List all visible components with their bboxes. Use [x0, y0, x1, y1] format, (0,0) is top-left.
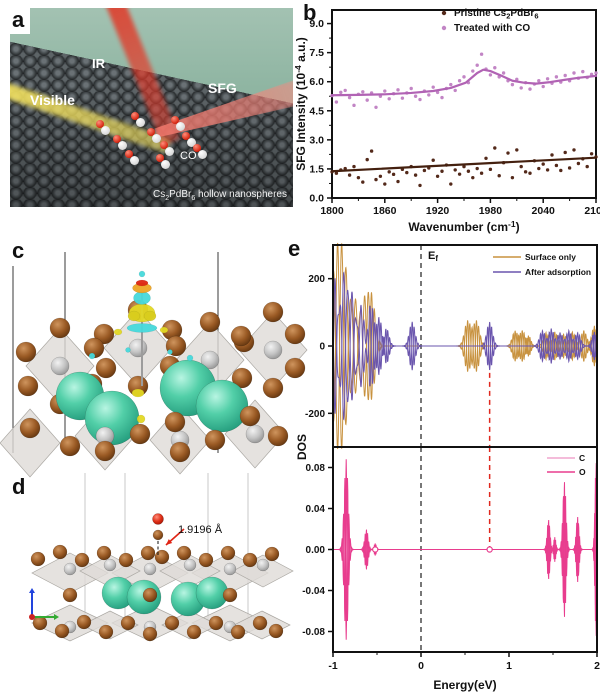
svg-text:SFG Intensity (10-4 a.u.): SFG Intensity (10-4 a.u.) [293, 37, 308, 171]
svg-text:2: 2 [594, 660, 600, 672]
svg-text:Treated with CO: Treated with CO [454, 23, 530, 34]
svg-text:-1: -1 [328, 660, 337, 672]
svg-text:0: 0 [418, 660, 424, 672]
caption-cs: Cs [152, 189, 166, 200]
carbon-atom [165, 147, 174, 156]
svg-text:0.00: 0.00 [306, 545, 326, 556]
svg-text:-0.08: -0.08 [302, 627, 325, 638]
svg-text:Wavenumber (cm-1): Wavenumber (cm-1) [408, 219, 519, 234]
oxygen-atom [125, 150, 133, 158]
carbon-atom [130, 156, 139, 165]
dos-chart: Ef 200 0 -200 0.08 0.04 0.00 -0.04 -0.08 -1 0 1 2 Sur… [295, 242, 600, 692]
svg-text:0.08: 0.08 [306, 463, 326, 474]
svg-text:Ef: Ef [428, 250, 438, 263]
oxygen-atom [171, 116, 179, 124]
carbon-atom [176, 122, 185, 131]
oxygen-atom [96, 120, 104, 128]
oxygen-atom [182, 132, 190, 140]
svg-text:6.0: 6.0 [309, 76, 324, 88]
svg-text:1920: 1920 [426, 205, 450, 217]
carbon-atom [198, 150, 207, 159]
svg-text:1.9196 Å: 1.9196 Å [178, 523, 223, 536]
adsorption-structure: 1.9196 Å [29, 473, 294, 642]
oxygen-atom [147, 128, 155, 136]
oxygen-atom [131, 112, 139, 120]
svg-text:DOS: DOS [295, 434, 309, 460]
caption-sub2: 2 [165, 195, 170, 202]
panel-label-d: d [12, 474, 26, 499]
svg-text:O: O [579, 467, 586, 477]
carbon-atom [118, 141, 127, 150]
co-molecule-label: CO [180, 150, 197, 162]
svg-text:C: C [579, 453, 585, 463]
svg-text:Pristine Cs2PdBr6: Pristine Cs2PdBr6 [454, 8, 539, 21]
carbon-atom [136, 118, 145, 127]
svg-text:9.0: 9.0 [309, 18, 324, 30]
oxygen-atom [113, 135, 121, 143]
sfg-spectrum-chart: 0.0 1.5 3.0 4.5 6.0 7.5 9.0 1800 1860 1920 1980 204… [293, 8, 600, 234]
panel-label-a: a [10, 8, 31, 34]
oxygen-atom [193, 144, 201, 152]
svg-text:1800: 1800 [320, 205, 344, 217]
caption-rest: hollow nanospheres [195, 189, 287, 200]
caption-sub6: 6 [191, 195, 196, 202]
oxygen-atom [156, 154, 164, 162]
svg-text:2100: 2100 [584, 205, 600, 217]
visible-beam-label: Visible [30, 92, 75, 108]
svg-text:0.0: 0.0 [309, 193, 324, 205]
panel-label-e: e [288, 236, 301, 261]
svg-text:0.04: 0.04 [306, 504, 326, 515]
panel-a-schematic: Visible IR SFG CO Cs2PdBr6 hollow nanosp… [10, 8, 293, 207]
panel-label-c: c [12, 238, 25, 263]
svg-text:1: 1 [506, 660, 512, 672]
svg-text:1.5: 1.5 [309, 163, 324, 175]
svg-text:0: 0 [319, 342, 325, 353]
oxygen-atom [160, 141, 168, 149]
svg-text:-200: -200 [305, 409, 325, 420]
ir-beam-label: IR [92, 56, 105, 71]
sfg-beam-label: SFG [208, 80, 237, 96]
svg-text:1980: 1980 [479, 205, 503, 217]
panel-a-caption: Cs2PdBr6 hollow nanospheres [153, 189, 287, 202]
panel-label-b: b [303, 0, 317, 25]
carbon-atom [161, 160, 170, 169]
svg-text:Energy(eV): Energy(eV) [433, 678, 496, 692]
svg-text:-0.04: -0.04 [302, 586, 325, 597]
svg-text:After adsorption: After adsorption [525, 267, 591, 277]
carbon-atom [152, 134, 161, 143]
svg-text:7.5: 7.5 [309, 47, 324, 59]
caption-pdbr: PdBr [169, 189, 192, 200]
svg-text:4.5: 4.5 [309, 105, 324, 117]
carbon-atom [187, 138, 196, 147]
svg-text:Surface only: Surface only [525, 252, 576, 262]
carbon-atom [101, 126, 110, 135]
svg-text:3.0: 3.0 [309, 134, 324, 146]
charge-density-structure [0, 252, 308, 478]
svg-text:1860: 1860 [373, 205, 397, 217]
svg-text:2040: 2040 [532, 205, 556, 217]
svg-text:200: 200 [308, 274, 325, 285]
